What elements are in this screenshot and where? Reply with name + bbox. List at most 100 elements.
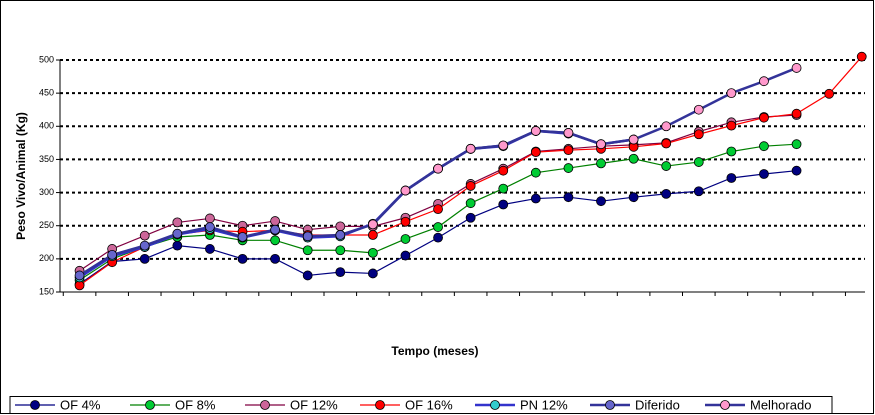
point	[270, 253, 281, 264]
point	[367, 230, 378, 240]
point	[400, 185, 411, 196]
point	[498, 199, 509, 210]
point	[498, 165, 509, 176]
point	[563, 145, 574, 156]
point	[465, 198, 476, 209]
point	[791, 139, 802, 150]
point	[367, 247, 378, 258]
point	[237, 253, 248, 264]
series-line	[371, 66, 798, 226]
point	[759, 169, 769, 179]
point	[205, 213, 215, 224]
point	[172, 217, 183, 228]
point	[270, 224, 281, 235]
y-tick-label: 450	[39, 88, 54, 98]
series	[367, 63, 802, 230]
point	[596, 158, 606, 169]
point	[270, 216, 281, 226]
point	[530, 193, 541, 204]
point	[139, 253, 150, 264]
series	[74, 165, 802, 289]
point	[661, 188, 672, 199]
point	[335, 267, 346, 278]
y-tick-label: 500	[39, 54, 54, 64]
series-line	[78, 129, 634, 277]
point	[563, 192, 574, 203]
point	[693, 129, 704, 140]
point	[791, 108, 802, 119]
y-axis-title: Peso Vivo/Animal (Kg)	[14, 112, 28, 240]
point	[856, 51, 867, 62]
point	[400, 250, 411, 261]
legend-label: OF 8%	[175, 397, 216, 412]
point	[237, 232, 248, 242]
point	[726, 173, 737, 183]
y-tick-label: 350	[39, 154, 54, 164]
legend-label: OF 4%	[60, 397, 101, 412]
point	[335, 221, 346, 232]
point	[139, 240, 150, 251]
point	[726, 120, 737, 131]
point	[759, 76, 769, 87]
legend-marker	[260, 400, 270, 410]
legend-marker	[490, 400, 500, 410]
point	[661, 121, 672, 132]
point	[530, 167, 541, 178]
legend-label: Diferido	[635, 397, 680, 412]
point	[302, 270, 313, 281]
point	[433, 232, 443, 243]
point	[107, 249, 118, 260]
point	[791, 165, 802, 176]
legend-marker	[605, 400, 615, 410]
point	[400, 216, 411, 227]
point	[530, 147, 541, 158]
point	[693, 186, 704, 197]
point	[824, 88, 835, 99]
point	[335, 230, 346, 240]
point	[302, 231, 313, 242]
point	[563, 163, 574, 173]
y-tick-label: 150	[39, 286, 54, 296]
legend-label: PN 12%	[520, 397, 568, 412]
point	[205, 222, 215, 232]
point	[530, 126, 541, 136]
point	[465, 143, 476, 154]
legend-marker	[145, 400, 155, 410]
point	[367, 219, 378, 230]
y-tick-label: 200	[39, 253, 54, 263]
legend-label: OF 16%	[405, 397, 453, 412]
y-tick-label: 250	[39, 220, 54, 230]
point	[498, 140, 509, 151]
point	[759, 112, 769, 123]
y-tick-label: 300	[39, 187, 54, 197]
point	[596, 139, 606, 150]
point	[172, 228, 183, 239]
point	[596, 196, 606, 207]
point	[693, 104, 704, 115]
point	[498, 183, 509, 194]
legend-marker	[30, 400, 40, 410]
legend-marker	[720, 400, 730, 410]
point	[433, 163, 443, 174]
legend-marker	[375, 400, 385, 410]
point	[205, 244, 215, 254]
point	[661, 161, 672, 171]
point	[628, 153, 639, 164]
point	[726, 146, 737, 157]
point	[628, 192, 639, 203]
point	[433, 204, 443, 215]
point	[791, 63, 802, 73]
point	[465, 212, 476, 223]
point	[139, 230, 150, 241]
point	[270, 235, 281, 246]
point	[433, 222, 443, 232]
point	[335, 245, 346, 256]
point	[563, 128, 574, 138]
y-tick-label: 400	[39, 121, 54, 131]
series-line	[79, 56, 863, 286]
x-axis-title: Tempo (meses)	[391, 344, 478, 358]
point	[400, 234, 411, 244]
legend-label: OF 12%	[290, 397, 338, 412]
point	[465, 181, 476, 191]
